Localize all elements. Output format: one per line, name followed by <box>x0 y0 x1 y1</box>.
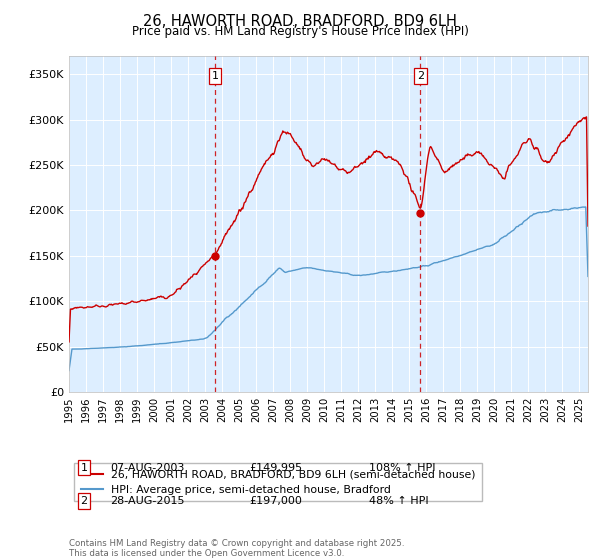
Text: 07-AUG-2003: 07-AUG-2003 <box>110 463 184 473</box>
Text: Contains HM Land Registry data © Crown copyright and database right 2025.
This d: Contains HM Land Registry data © Crown c… <box>69 539 404 558</box>
Text: 26, HAWORTH ROAD, BRADFORD, BD9 6LH: 26, HAWORTH ROAD, BRADFORD, BD9 6LH <box>143 14 457 29</box>
Text: 108% ↑ HPI: 108% ↑ HPI <box>369 463 436 473</box>
Text: 1: 1 <box>212 71 218 81</box>
Text: 28-AUG-2015: 28-AUG-2015 <box>110 496 184 506</box>
Text: 2: 2 <box>80 496 88 506</box>
Text: £197,000: £197,000 <box>249 496 302 506</box>
Text: Price paid vs. HM Land Registry's House Price Index (HPI): Price paid vs. HM Land Registry's House … <box>131 25 469 38</box>
Text: 48% ↑ HPI: 48% ↑ HPI <box>369 496 428 506</box>
Text: 1: 1 <box>80 463 88 473</box>
Text: £149,995: £149,995 <box>249 463 302 473</box>
Text: 2: 2 <box>417 71 424 81</box>
Legend: 26, HAWORTH ROAD, BRADFORD, BD9 6LH (semi-detached house), HPI: Average price, s: 26, HAWORTH ROAD, BRADFORD, BD9 6LH (sem… <box>74 463 482 501</box>
